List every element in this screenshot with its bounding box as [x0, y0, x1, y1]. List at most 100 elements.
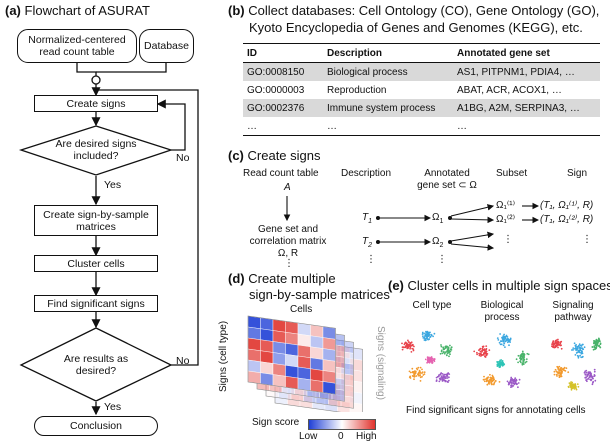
embedding-point: [508, 344, 510, 347]
embedding-point: [428, 356, 430, 359]
heatmap-cell: [285, 376, 299, 390]
vdots-desc: ⋮: [366, 254, 376, 265]
embedding-point: [560, 347, 563, 350]
embedding-point: [412, 371, 415, 374]
embedding-point: [409, 342, 412, 344]
embedding-point: [591, 376, 594, 378]
step-conclusion: Conclusion: [34, 416, 158, 436]
heatmap-cell: [322, 370, 336, 384]
embedding-point: [422, 374, 425, 376]
embedding-point: [524, 361, 527, 364]
legend-colorbar: [308, 419, 376, 430]
embedding-point: [431, 357, 434, 360]
step-cluster-cells: Cluster cells: [34, 255, 158, 272]
embedding-point: [493, 382, 495, 385]
embedding-point: [447, 379, 450, 382]
embedding-col-biological-1: Biological: [480, 300, 524, 311]
embedding-point: [423, 337, 426, 339]
embedding-point: [552, 340, 555, 343]
heatmap-cell: [285, 321, 299, 335]
embedding-point: [514, 382, 516, 384]
embedding-point: [558, 343, 561, 346]
embedding-point: [494, 380, 497, 382]
embedding-point: [503, 342, 506, 345]
heatmap-cell: [322, 359, 336, 373]
embedding-point: [450, 349, 453, 351]
embedding-point: [410, 341, 413, 344]
embedding-point: [409, 346, 412, 349]
embedding-point: [409, 347, 411, 350]
embedding-point: [473, 350, 476, 353]
embedding-point: [511, 384, 513, 387]
embedding-point: [567, 371, 570, 374]
embedding-point: [569, 383, 572, 386]
embedding-point: [570, 388, 573, 391]
embedding-point: [523, 358, 526, 361]
embedding-point: [511, 381, 513, 384]
embedding-point: [422, 332, 424, 335]
heatmap-cell: [297, 322, 311, 337]
embedding-point: [560, 375, 563, 377]
table-cell: Immune system process: [323, 99, 453, 117]
heatmap-cell: [310, 324, 324, 338]
embedding-point: [446, 349, 449, 352]
embedding-point: [424, 333, 427, 336]
embedding-point: [504, 340, 507, 343]
node-omega1: [448, 216, 452, 220]
embedding-point: [507, 338, 510, 341]
embedding-point: [489, 373, 491, 376]
embedding-point: [425, 330, 427, 333]
node-t1: [376, 216, 380, 220]
table-header-gene-set: Annotated gene set: [453, 43, 600, 63]
description-t2: T2: [362, 236, 373, 249]
embedding-point: [576, 345, 579, 348]
decision1-no-loop: [156, 99, 186, 151]
embedding-point: [412, 348, 415, 350]
heatmap-layer-border: [247, 315, 336, 395]
embedding-point: [415, 370, 417, 373]
embedding-point: [572, 349, 574, 351]
embedding-point: [594, 379, 597, 382]
embedding-point: [553, 370, 556, 373]
embedding-point: [594, 346, 597, 349]
embedding-point: [484, 356, 487, 358]
embedding-point: [450, 346, 453, 349]
embedding-point: [591, 346, 594, 348]
heatmap-cell: [260, 317, 274, 331]
panel-b-title: (b) Collect databases: Cell Ontology (CO…: [228, 3, 599, 18]
embedding-point: [497, 361, 499, 363]
input-read-count-table: Normalized-centered read count table: [17, 29, 137, 63]
embedding-footer: Find significant signs for annotating ce…: [406, 405, 586, 416]
embedding-point: [483, 352, 486, 355]
table-row: GO:0000003 Reproduction ABAT, ACR, ACOX1…: [243, 81, 600, 99]
embedding-point: [577, 345, 580, 348]
embedding-point: [518, 378, 521, 381]
legend-zero: 0: [338, 431, 344, 442]
panel-b-title-line2: Kyoto Encyclopedia of Genes and Genomes …: [249, 20, 583, 35]
embedding-point: [560, 367, 562, 370]
heatmap-cell: [297, 333, 311, 348]
col-sign: Sign: [567, 168, 588, 179]
embedding-col-signaling-2: pathway: [554, 312, 592, 323]
embedding-point: [482, 378, 485, 381]
heatmap-cell: [247, 370, 261, 384]
heatmap-cells-label: Cells: [290, 304, 313, 315]
embedding-point: [517, 382, 520, 384]
embedding-point: [514, 377, 517, 380]
heatmap-cell: [310, 346, 324, 360]
embedding-point: [510, 379, 512, 381]
embedding-point: [485, 345, 488, 347]
sign-2: (T₁, Ω₁⁽²⁾, R): [540, 214, 594, 225]
table-cell: …: [323, 117, 453, 136]
embedding-point: [584, 370, 586, 373]
embedding-point: [502, 344, 505, 347]
heatmap-cell: [260, 339, 274, 353]
panel-a-title-text: Flowchart of ASURAT: [24, 3, 150, 18]
table-cell: …: [453, 117, 600, 136]
embedding-point: [512, 379, 515, 381]
embedding-point: [427, 332, 430, 335]
embedding-point: [578, 347, 580, 349]
embedding-point: [483, 380, 486, 383]
decision1-yes-label: Yes: [104, 179, 122, 191]
arrow-omega1-subset2: [450, 216, 495, 224]
